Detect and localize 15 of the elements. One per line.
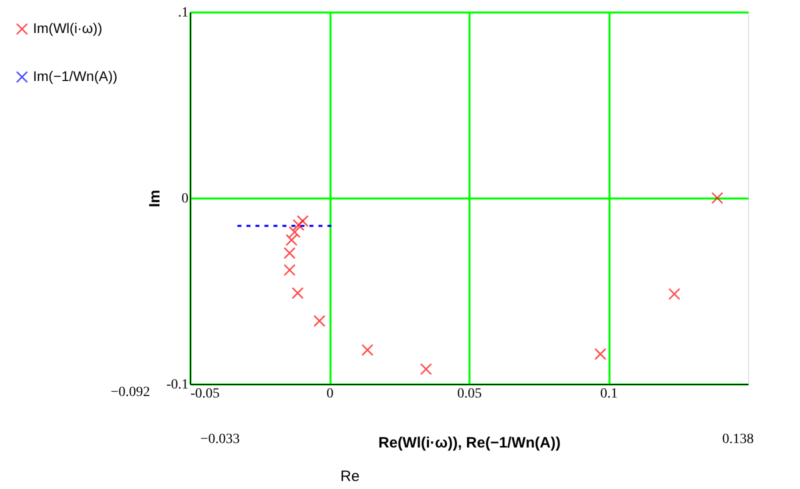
x-tick-label: 0.05 <box>457 386 482 402</box>
text: −0.092 <box>110 385 150 400</box>
x-tick-label: 0 <box>326 386 334 402</box>
legend-label: Im(−1/Wn(A)) <box>33 68 118 84</box>
text: Re <box>340 468 360 485</box>
x-tick-label: -0.05 <box>190 386 220 402</box>
text: −0.033 <box>200 432 240 447</box>
x-axis-title: Re(Wl(i·ω)), Re(−1/Wn(A)) <box>378 434 561 452</box>
y-tick-label: -0.1 <box>166 378 188 392</box>
y-tick-label: .1 <box>178 6 188 20</box>
legend-label: Im(Wl(i·ω)) <box>33 20 102 36</box>
text: 0.138 <box>722 432 754 447</box>
y-tick-label: 0 <box>182 192 188 206</box>
x-tick-label: 0.1 <box>600 386 618 402</box>
y-axis-title: Im <box>146 190 164 208</box>
